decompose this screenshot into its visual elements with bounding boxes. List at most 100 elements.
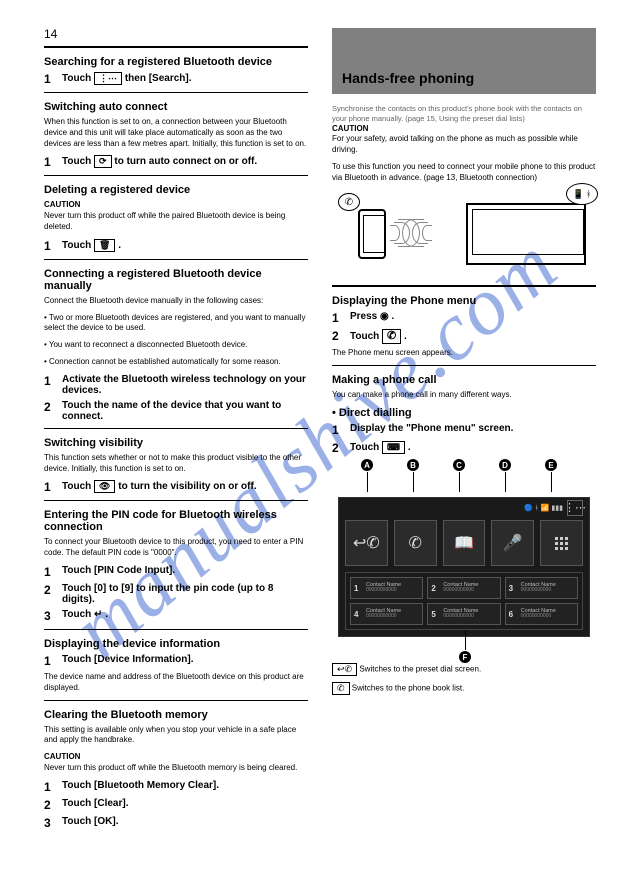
callout-B: B [406, 459, 420, 492]
step-text: Touch ⌨ . [350, 441, 411, 454]
step-number: 1 [332, 423, 344, 437]
preset-item[interactable]: 4Contact Name00000000000 [350, 603, 423, 625]
heading-search: Searching for a registered Bluetooth dev… [44, 56, 308, 68]
right-column: Hands-free phoning Synchronise the conta… [332, 28, 596, 701]
callout-E: E [544, 459, 558, 492]
preset-item[interactable]: 2Contact Name00000000000 [427, 577, 500, 599]
legend-item: ↩✆ Switches to the preset dial screen. [332, 663, 596, 676]
step-text: Touch [Bluetooth Memory Clear]. [62, 780, 219, 791]
callout-F: F [458, 630, 472, 663]
step-text: Activate the Bluetooth wireless technolo… [62, 374, 308, 396]
more-icon[interactable]: ⋮⋯ [567, 500, 583, 516]
step: 1 Touch [Device Information]. [44, 654, 308, 668]
auto-icon: ⟳ [94, 155, 112, 168]
device-screenshot: 🔵 ᚼ 📶 ▮▮▮ ⋮⋯ ↩✆ ✆ 📖 🎤 1Contact Name00000… [338, 497, 590, 637]
trash-icon: 🗑 [94, 239, 115, 252]
divider [44, 629, 308, 630]
step-number: 3 [44, 816, 56, 830]
bluetooth-illustration: ✆ 📱 ᚼ [332, 189, 596, 275]
note-text: This setting is available only when you … [44, 725, 308, 747]
head-unit-icon [466, 203, 586, 265]
preset-item[interactable]: 1Contact Name00000000000 [350, 577, 423, 599]
step-number: 1 [44, 654, 56, 668]
step-text: Touch [Device Information]. [62, 654, 194, 665]
step-text: Touch [OK]. [62, 816, 118, 827]
smartphone-icon [358, 209, 386, 259]
step-text: Touch ↵ . [62, 609, 108, 620]
page-number: 14 [44, 28, 308, 40]
divider [44, 700, 308, 701]
heading-clear: Clearing the Bluetooth memory [44, 709, 308, 721]
step: 3 Touch [OK]. [44, 816, 308, 830]
keypad-icon: ⌨ [382, 441, 405, 454]
body-text: To use this function you need to connect… [332, 162, 596, 184]
phonebook-button[interactable]: 📖 [443, 520, 486, 566]
step-number: 1 [44, 72, 56, 86]
preset-grid: 1Contact Name00000000000 2Contact Name00… [345, 572, 583, 630]
bullet: • Two or more Bluetooth devices are regi… [44, 313, 308, 335]
step: 1 Touch [Bluetooth Memory Clear]. [44, 780, 308, 794]
heading-direct: • Direct dialling [332, 407, 596, 419]
step-text: Touch ⟳ to turn auto connect on or off. [62, 155, 257, 168]
voice-button[interactable]: 🎤 [491, 520, 534, 566]
more-icon: ⋮⋯ [94, 72, 122, 85]
step-text: Touch ⋮⋯ then [Search]. [62, 72, 192, 85]
step-number: 1 [44, 374, 56, 388]
step: 1 Touch [PIN Code Input]. [44, 565, 308, 579]
dialpad-button[interactable] [540, 520, 583, 566]
step: 1 Touch 👁 to turn the visibility on or o… [44, 480, 308, 494]
callout-C: C [452, 459, 466, 492]
step: 1 Touch ⋮⋯ then [Search]. [44, 72, 308, 86]
preset-item[interactable]: 6Contact Name00000000000 [505, 603, 578, 625]
callout-row-bottom: F [338, 637, 592, 663]
eye-icon: 👁 [94, 480, 115, 493]
step-text: Touch the name of the device that you wa… [62, 400, 308, 422]
step-number: 2 [332, 329, 344, 343]
preset-dial-button[interactable]: ↩✆ [345, 520, 388, 566]
callout-A: A [360, 459, 374, 492]
step: 3 Touch ↵ . [44, 609, 308, 623]
body-text: This function sets whether or not to mak… [44, 453, 308, 475]
divider [332, 285, 596, 287]
divider [44, 259, 308, 260]
callout-D: D [498, 459, 512, 492]
preset-item[interactable]: 5Contact Name00000000000 [427, 603, 500, 625]
callout-row-top: A B C D E [338, 459, 592, 497]
step-number: 2 [44, 583, 56, 597]
legal-text: Synchronise the contacts on this product… [332, 104, 596, 124]
step-text: Touch [PIN Code Input]. [62, 565, 175, 576]
heading-making: Making a phone call [332, 374, 596, 386]
step-number: 1 [44, 480, 56, 494]
heading-visible: Switching visibility [44, 437, 308, 449]
step-number: 3 [44, 609, 56, 623]
heading-manual: Connecting a registered Bluetooth device… [44, 268, 308, 292]
call-history-button[interactable]: ✆ [394, 520, 437, 566]
phone-call-bubble-icon: ✆ [338, 193, 360, 211]
heading-auto: Switching auto connect [44, 101, 308, 113]
step: 2 Touch ✆ . [332, 329, 596, 344]
phone-icon: ✆ [382, 329, 401, 344]
step: 1 Display the "Phone menu" screen. [332, 423, 596, 437]
body-text: To connect your Bluetooth device to this… [44, 537, 308, 559]
step-number: 1 [44, 155, 56, 169]
caution-text: CAUTION For your safety, avoid talking o… [332, 124, 596, 156]
step-number: 2 [44, 798, 56, 812]
step-text: Touch [0] to [9] to input the pin code (… [62, 583, 308, 605]
status-icons: 🔵 ᚼ 📶 ▮▮▮ [524, 504, 563, 512]
caution-text: CAUTION Never turn this product off whil… [44, 752, 308, 774]
device-button-row: ↩✆ ✆ 📖 🎤 [345, 520, 583, 566]
step-text: Press ◉ . [350, 311, 394, 322]
step-text: Touch [Clear]. [62, 798, 128, 809]
step-text: Touch 🗑 . [62, 239, 121, 252]
divider [44, 46, 308, 48]
preset-item[interactable]: 3Contact Name00000000000 [505, 577, 578, 599]
step-number: 1 [332, 311, 344, 325]
phonebook-icon: ✆ [332, 682, 350, 695]
divider [332, 365, 596, 366]
body-text: The device name and address of the Bluet… [44, 672, 308, 694]
left-column: 14 Searching for a registered Bluetooth … [44, 28, 308, 834]
body-text: The Phone menu screen appears. [332, 348, 596, 359]
heading-pin: Entering the PIN code for Bluetooth wire… [44, 509, 308, 533]
legend-item: ✆ Switches to the phone book list. [332, 682, 596, 695]
step: 1 Touch ⟳ to turn auto connect on or off… [44, 155, 308, 169]
